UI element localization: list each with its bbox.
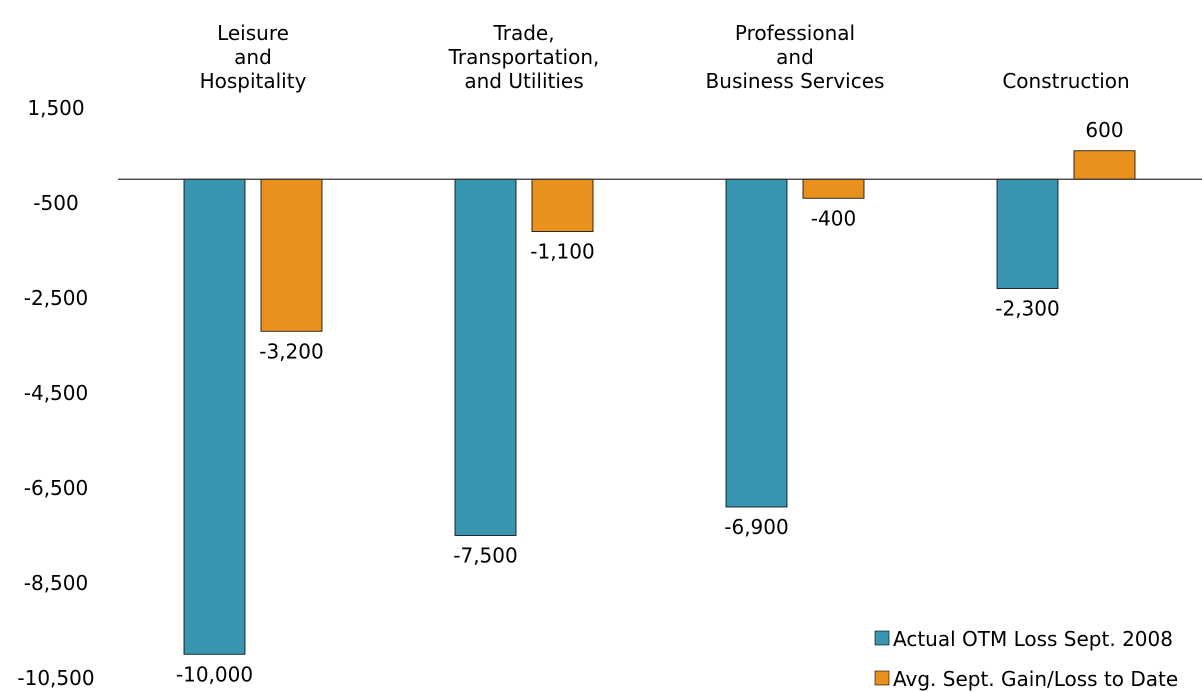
bar-actual bbox=[183, 178, 246, 655]
category-label: Leisure bbox=[217, 21, 289, 45]
data-label: -6,900 bbox=[724, 515, 788, 539]
legend-swatch bbox=[874, 630, 890, 646]
category-labels: LeisureandHospitalityTrade,Transportatio… bbox=[200, 21, 1130, 93]
y-tick-label: -4,500 bbox=[24, 381, 88, 405]
y-tick-label: -10,500 bbox=[17, 666, 94, 690]
data-label: 600 bbox=[1085, 118, 1123, 142]
legend-label: Avg. Sept. Gain/Loss to Date bbox=[893, 667, 1178, 691]
category-label: Professional bbox=[735, 21, 855, 45]
bar-average bbox=[802, 178, 865, 199]
category-label: and Utilities bbox=[464, 69, 583, 93]
data-label: -3,200 bbox=[259, 339, 323, 363]
category-label: and bbox=[234, 45, 272, 69]
y-tick-label: -2,500 bbox=[24, 286, 88, 310]
category-label: Construction bbox=[1002, 69, 1129, 93]
legend-label: Actual OTM Loss Sept. 2008 bbox=[893, 627, 1173, 651]
bar-actual bbox=[454, 178, 517, 536]
legend: Actual OTM Loss Sept. 2008 Avg. Sept. Gai… bbox=[874, 627, 1178, 691]
category-label: and bbox=[776, 45, 814, 69]
category-label: Business Services bbox=[706, 69, 885, 93]
category-label: Transportation, bbox=[448, 45, 600, 69]
y-axis: 1,500 -500 -2,500 -4,500 -6,500 -8,500 -10,500 bbox=[17, 96, 94, 690]
bars: -10,000 -7,500 -6,900 -2,300 -3,200 -1,100 -40… bbox=[176, 118, 1136, 686]
y-tick-label: -500 bbox=[33, 191, 78, 215]
bar-average bbox=[260, 178, 323, 332]
bar-actual bbox=[996, 178, 1059, 289]
data-label: -2,300 bbox=[995, 297, 1059, 321]
legend-swatch bbox=[874, 670, 890, 686]
category-label: Hospitality bbox=[200, 69, 307, 93]
data-label: -10,000 bbox=[176, 662, 253, 686]
y-tick-label: -6,500 bbox=[24, 476, 88, 500]
bar-average bbox=[1073, 150, 1136, 180]
data-label: -400 bbox=[811, 206, 856, 230]
y-tick-label: -8,500 bbox=[24, 571, 88, 595]
bar-average bbox=[531, 178, 594, 232]
bar-actual bbox=[725, 178, 788, 508]
data-label: -7,500 bbox=[453, 544, 517, 568]
data-label: -1,100 bbox=[530, 240, 594, 264]
category-label: Trade, bbox=[492, 21, 554, 45]
y-tick-label: 1,500 bbox=[27, 96, 84, 120]
